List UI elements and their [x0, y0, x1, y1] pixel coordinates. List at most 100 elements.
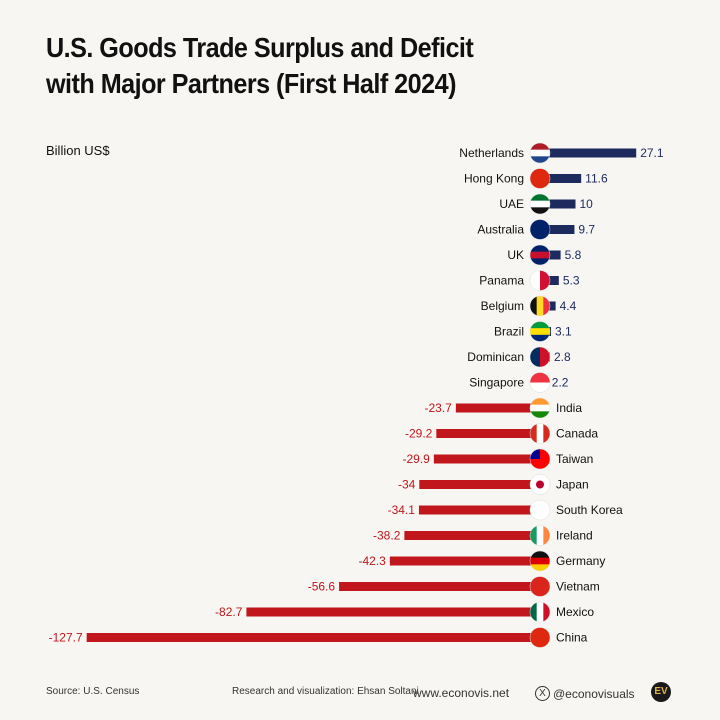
country-label: South Korea	[556, 503, 623, 517]
country-label: Canada	[556, 427, 598, 441]
country-label: Brazil	[494, 325, 524, 339]
flag-outline	[529, 525, 551, 546]
flag-icon-netherlands	[530, 143, 550, 163]
country-label: Panama	[479, 274, 524, 288]
bar-hong-kong	[540, 174, 582, 183]
social-handle-text: @econovisuals	[553, 686, 635, 701]
flag-outline	[529, 193, 551, 215]
value-label: 5.3	[563, 274, 580, 288]
flag-icon-ireland	[530, 525, 550, 546]
bar-canada	[436, 429, 540, 438]
flag-icon-india	[530, 398, 550, 418]
country-label: Japan	[556, 478, 589, 492]
country-label: Hong Kong	[464, 172, 524, 186]
website-link[interactable]: www.econovis.net	[413, 686, 510, 700]
flag-icon-belgium	[530, 296, 550, 316]
flag-icon-brazil	[530, 321, 550, 342]
bar-ireland	[404, 531, 540, 540]
source-note: Source: U.S. Census	[46, 686, 140, 697]
x-logo-icon: X	[535, 686, 550, 701]
econovis-logo: EV	[651, 682, 671, 702]
value-label: 5.8	[565, 248, 582, 262]
value-label: 10	[580, 197, 594, 211]
country-label: Vietnam	[556, 580, 600, 594]
bar-uae	[540, 199, 576, 209]
flag-icon-uae	[530, 194, 550, 214]
flag-outline	[529, 244, 551, 266]
value-label: -42.3	[358, 554, 386, 568]
value-label: 2.8	[554, 350, 571, 364]
bar-japan	[419, 480, 540, 489]
bar-taiwan	[433, 454, 540, 464]
logo-text: EV	[654, 686, 668, 697]
flag-icon-canada	[530, 423, 550, 444]
bar-netherlands	[540, 148, 637, 158]
flag-outline	[529, 423, 551, 444]
country-label: UK	[507, 248, 524, 262]
flag-icon-hong-kong	[530, 168, 550, 189]
flag-icon-australia	[530, 219, 550, 240]
value-label: -38.2	[373, 529, 401, 543]
flag-outline	[529, 576, 551, 597]
flag-icon-japan	[530, 474, 550, 495]
flag-icon-singapore	[530, 372, 550, 393]
flag-outline	[529, 397, 551, 419]
bar-south-korea	[418, 505, 540, 515]
country-label: Singapore	[469, 376, 524, 390]
flag-outline	[529, 168, 551, 189]
flag-icon-germany	[530, 551, 550, 571]
flag-outline	[529, 219, 551, 240]
flag-icon-dominican	[530, 347, 550, 367]
country-label: Belgium	[481, 299, 524, 313]
flag-outline	[529, 499, 551, 521]
country-label: India	[556, 401, 582, 415]
value-label: 9.7	[578, 223, 595, 237]
value-label: -56.6	[308, 580, 336, 594]
flag-outline	[529, 448, 551, 470]
flag-outline	[529, 550, 551, 572]
bar-australia	[540, 225, 575, 234]
flag-outline	[529, 295, 551, 317]
value-label: -127.7	[49, 631, 83, 645]
country-label: Dominican	[467, 350, 524, 364]
bar-vietnam	[339, 582, 540, 591]
credit-note: Research and visualization: Ehsan Soltan…	[232, 686, 419, 697]
flag-icon-taiwan	[530, 449, 550, 469]
bar-india	[455, 403, 540, 413]
country-label: Australia	[477, 223, 524, 237]
flag-icon-panama	[530, 270, 550, 291]
value-label: -82.7	[215, 605, 243, 619]
value-label: -34	[398, 478, 416, 492]
flag-icon-vietnam	[530, 576, 550, 597]
value-label: 4.4	[560, 299, 577, 313]
bar-china	[86, 633, 540, 642]
bar-mexico	[246, 607, 541, 617]
flag-icon-south-korea	[530, 500, 550, 520]
flag-outline	[529, 142, 551, 164]
value-label: -23.7	[425, 401, 453, 415]
value-label: 11.6	[585, 172, 608, 186]
flag-icon-china	[530, 627, 550, 648]
bar-germany	[389, 556, 540, 566]
value-label: 2.2	[552, 376, 569, 390]
flag-outline	[529, 601, 551, 623]
flag-outline	[529, 346, 551, 368]
social-handle[interactable]: X @econovisuals	[535, 686, 635, 701]
flag-icon-uk	[530, 245, 550, 265]
unit-label: Billion US$	[46, 143, 110, 158]
value-label: 27.1	[640, 146, 664, 160]
flag-outline	[529, 627, 551, 648]
flag-icon-mexico	[530, 602, 550, 622]
country-label: UAE	[499, 197, 524, 211]
flag-outline	[529, 321, 551, 342]
country-label: Mexico	[556, 605, 594, 619]
value-label: -29.9	[402, 452, 430, 466]
value-label: 3.1	[555, 325, 572, 339]
country-label: Taiwan	[556, 452, 593, 466]
flag-outline	[529, 270, 551, 291]
country-label: Germany	[556, 554, 605, 568]
country-label: Ireland	[556, 529, 593, 543]
flag-outline	[529, 474, 551, 495]
country-label: China	[556, 631, 588, 645]
value-label: -34.1	[388, 503, 416, 517]
